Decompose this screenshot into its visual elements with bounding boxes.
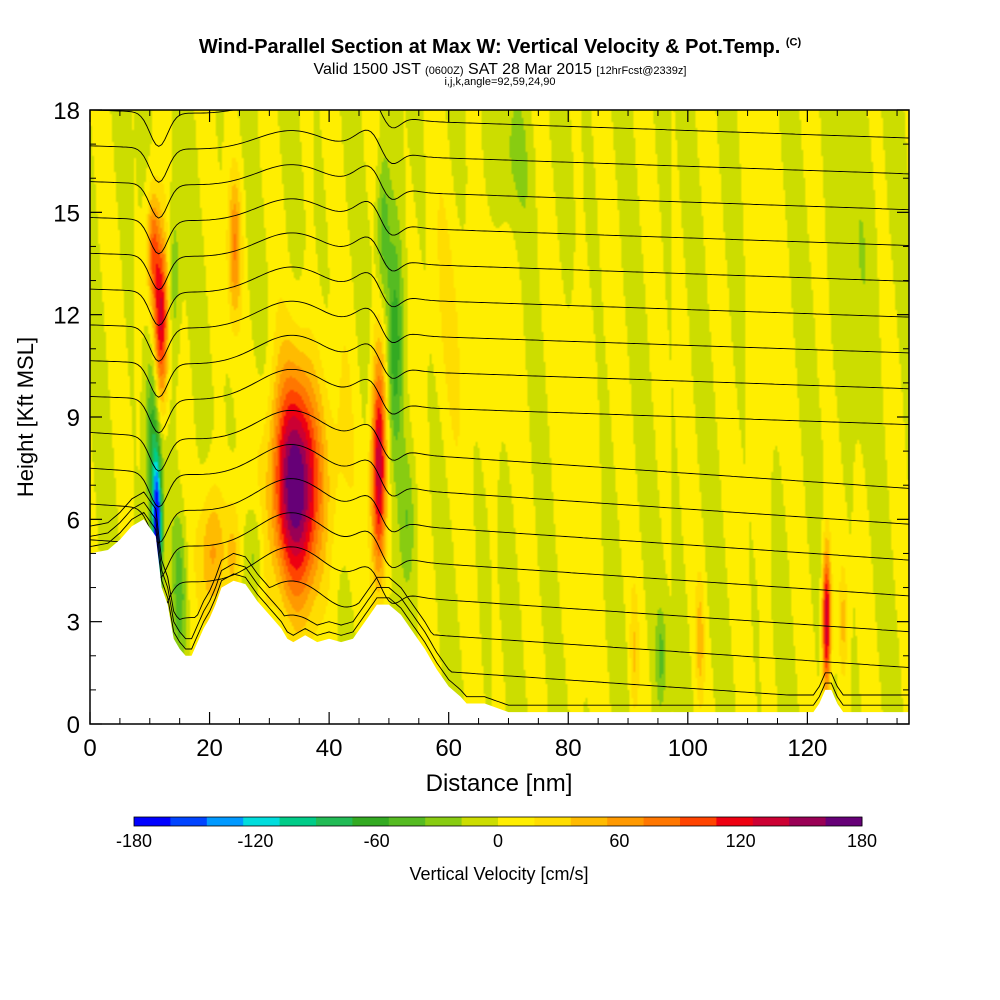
y-tick-label: 9 <box>67 405 80 432</box>
isentrope-line <box>90 491 909 668</box>
colorbar-segment <box>570 817 608 826</box>
colorbar-segment <box>607 817 645 826</box>
valid-time: Valid 1500 JST <box>313 61 421 78</box>
colorbar-segment <box>134 817 171 826</box>
isentrope-line <box>90 164 909 219</box>
colorbar-segment <box>316 817 353 826</box>
chart-title-unit: (C) <box>785 36 802 49</box>
isentrope-line <box>90 129 909 183</box>
terrain <box>90 519 909 724</box>
colorbar-tick-label: 120 <box>726 831 756 851</box>
y-tick-label: 6 <box>67 507 80 534</box>
isentrope-line <box>90 110 909 147</box>
colorbar-label: Vertical Velocity [cm/s] <box>409 864 588 884</box>
y-tick-label: 0 <box>67 712 80 739</box>
colorbar-segment <box>825 817 863 826</box>
colorbar-segment <box>643 817 681 826</box>
colorbar-tick-label: -60 <box>364 831 390 851</box>
section-indices: i,j,k,angle=92,59,24,90 <box>444 76 556 88</box>
y-tick-label: 18 <box>53 98 80 125</box>
y-tick-label: 12 <box>53 303 80 330</box>
x-tick-label: 100 <box>668 735 708 762</box>
colorbar-segment <box>170 817 208 826</box>
isentrope-line <box>90 266 909 327</box>
isentrope-line <box>90 546 909 633</box>
colorbar-segment <box>680 817 717 826</box>
isentrope-line <box>90 334 909 398</box>
colorbar-segment <box>279 817 317 826</box>
isentrope-line <box>90 444 909 525</box>
x-tick-label: 80 <box>555 735 582 762</box>
isentrope-line <box>90 300 909 362</box>
colorbar-segment <box>425 817 463 826</box>
colorbar-tick-label: 0 <box>493 831 503 851</box>
x-tick-label: 0 <box>83 735 96 762</box>
colorbar-segment <box>352 817 390 826</box>
x-tick-label: 60 <box>435 735 462 762</box>
colorbar-segment <box>752 817 790 826</box>
x-axis-label: Distance [nm] <box>426 770 573 797</box>
isentrope-line <box>90 512 909 597</box>
isentrope-line <box>90 478 909 561</box>
colorbar: -180 -120 -60 0 60 120 180 <box>116 816 877 851</box>
chart-subtitle: Valid 1500 JST (0600Z) SAT 28 Mar 2015 [… <box>0 61 1000 79</box>
chart-title: Wind-Parallel Section at Max W: Vertical… <box>0 36 1000 59</box>
isentrope-line <box>90 198 909 255</box>
chart-title-text: Wind-Parallel Section at Max W: Vertical… <box>198 36 781 58</box>
colorbar-segment <box>388 817 426 826</box>
colorbar-tick-label: -120 <box>237 831 273 851</box>
y-tick-label: 3 <box>67 610 80 637</box>
colorbar-tick-label: 60 <box>609 831 629 851</box>
colorbar-segment <box>498 817 535 826</box>
isentrope-line <box>90 501 909 696</box>
colorbar-segment <box>534 817 572 826</box>
x-tick-label: 40 <box>316 735 343 762</box>
potential-temperature-contours <box>90 110 909 706</box>
forecast-info: [12hrFcst@2339z] <box>596 65 687 77</box>
colorbar-tick-label: -180 <box>116 831 152 851</box>
colorbar-segment <box>206 817 244 826</box>
isentrope-line <box>90 232 909 291</box>
valid-date: SAT 28 Mar 2015 <box>468 61 592 78</box>
x-tick-label: 20 <box>196 735 223 762</box>
y-axis-label: Height [Kft MSL] <box>13 337 38 497</box>
isentrope-line <box>90 409 909 489</box>
x-tick-label: 120 <box>787 735 827 762</box>
colorbar-tick-label: 180 <box>847 831 877 851</box>
isentrope-line <box>90 368 909 434</box>
colorbar-segment <box>716 817 754 826</box>
colorbar-segment <box>243 817 281 826</box>
colorbar-segment <box>461 817 499 826</box>
colorbar-segment <box>789 817 827 826</box>
valid-utc: (0600Z) <box>425 65 464 77</box>
colorbar-frame <box>133 816 863 827</box>
y-tick-label: 15 <box>53 200 80 227</box>
